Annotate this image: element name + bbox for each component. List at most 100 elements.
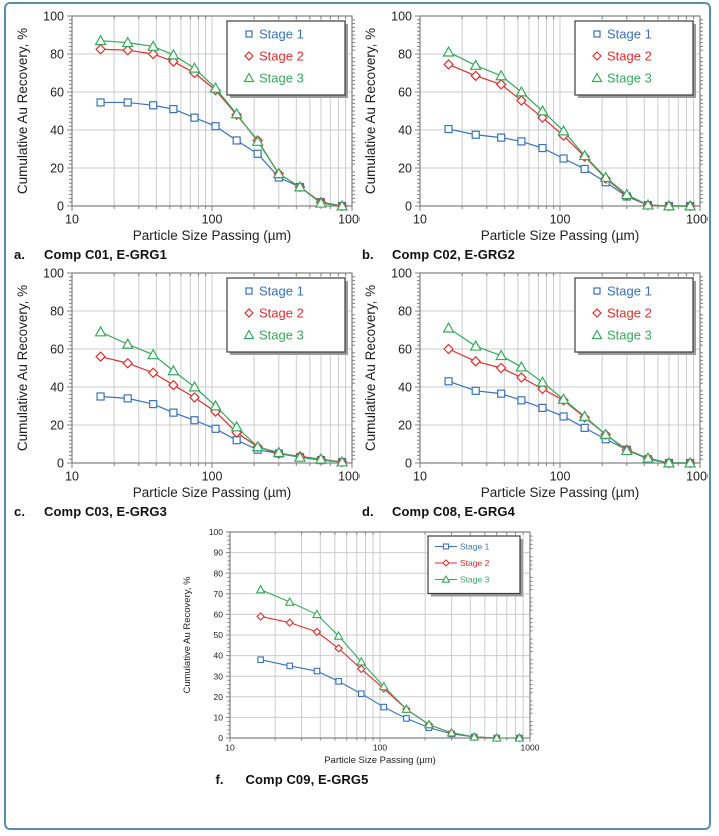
chart-row-3: 0 10 20 30 40 50 60 70 80 90 100 10 100 1000 Particle … (8, 522, 707, 790)
caption-text: Comp C09, E-GRG5 (245, 772, 369, 787)
chart-panel-f: 0 10 20 30 40 50 60 70 80 90 100 10 100 1000 Particle … (174, 522, 542, 790)
svg-text:Stage 2: Stage 2 (259, 49, 304, 64)
svg-text:100: 100 (550, 213, 571, 227)
svg-text:Cumulative Au Recovery, %: Cumulative Au Recovery, % (15, 28, 30, 194)
svg-text:60: 60 (213, 609, 223, 619)
svg-text:10: 10 (413, 470, 427, 484)
svg-text:10: 10 (413, 213, 427, 227)
caption-letter: c. (14, 504, 26, 519)
svg-text:100: 100 (391, 10, 412, 24)
svg-text:60: 60 (398, 343, 412, 357)
svg-text:100: 100 (208, 527, 222, 537)
chart-panel-c: 0 20 40 60 80 100 10 100 1000 Particle Size Passi… (12, 265, 360, 522)
caption-text: Comp C02, E-GRG2 (392, 247, 515, 262)
chart-row-2: 020406080100101001000Particle Size Passi… (8, 265, 708, 522)
svg-text:Stage 3: Stage 3 (259, 328, 304, 343)
svg-text:0: 0 (405, 200, 412, 214)
svg-text:80: 80 (398, 48, 412, 62)
svg-text:100: 100 (43, 10, 64, 24)
svg-text:80: 80 (50, 305, 64, 319)
svg-text:Cumulative Au Recovery, %: Cumulative Au Recovery, % (363, 285, 378, 451)
chart-panel-d: 0 20 40 60 80 100 10 100 1000 Particle Size Passi… (360, 265, 708, 522)
chart-caption-b: b. Comp C02, E-GRG2 (362, 247, 708, 262)
svg-text:20: 20 (50, 419, 64, 433)
svg-text:Cumulative Au Recovery, %: Cumulative Au Recovery, % (15, 285, 30, 451)
chart-row-1: 0 20 40 60 80 100 10 100 1000 Particle Size Passi… (8, 8, 708, 265)
caption-letter: a. (14, 247, 26, 262)
svg-text:Stage 1: Stage 1 (460, 542, 490, 552)
svg-text:100: 100 (43, 267, 64, 281)
svg-text:100: 100 (372, 743, 386, 753)
chart-panel-a: 0 20 40 60 80 100 10 100 1000 Particle Size Passi… (12, 8, 360, 265)
svg-text:0: 0 (405, 457, 412, 471)
svg-text:40: 40 (398, 381, 412, 395)
svg-text:100: 100 (391, 267, 412, 281)
chart-panel-b: 0 20 40 60 80 100 10 100 1000 Particle Size Passi… (360, 8, 708, 265)
svg-text:40: 40 (213, 651, 223, 661)
svg-text:0: 0 (218, 733, 223, 743)
figure-frame: 020406080100101001000Particle Size Passi… (4, 2, 711, 830)
svg-text:Stage 2: Stage 2 (607, 49, 652, 64)
svg-text:20: 20 (398, 419, 412, 433)
chart-a: 0 20 40 60 80 100 10 100 1000 Particle Size Passi… (12, 8, 360, 246)
svg-text:10: 10 (65, 470, 79, 484)
svg-text:Particle Size Passing (µm): Particle Size Passing (µm) (133, 485, 292, 500)
svg-text:Stage 2: Stage 2 (607, 306, 652, 321)
chart-f: 0 10 20 30 40 50 60 70 80 90 100 10 100 1000 Particle … (174, 522, 542, 772)
svg-text:40: 40 (50, 124, 64, 138)
svg-text:1000: 1000 (338, 470, 360, 484)
svg-text:Cumulative Au Recovery, %: Cumulative Au Recovery, % (363, 28, 378, 194)
svg-text:70: 70 (213, 589, 223, 599)
caption-text: Comp C01, E-GRG1 (44, 247, 167, 262)
svg-text:100: 100 (202, 470, 223, 484)
svg-text:Particle Size Passing (µm): Particle Size Passing (µm) (133, 228, 292, 243)
svg-text:0: 0 (57, 457, 64, 471)
svg-text:80: 80 (398, 305, 412, 319)
svg-text:1000: 1000 (686, 470, 708, 484)
chart-caption-f: f. Comp C09, E-GRG5 (216, 772, 542, 787)
svg-text:60: 60 (398, 86, 412, 100)
svg-text:10: 10 (225, 743, 235, 753)
svg-text:Stage 2: Stage 2 (259, 306, 304, 321)
svg-text:80: 80 (50, 48, 64, 62)
caption-text: Comp C03, E-GRG3 (44, 504, 167, 519)
svg-text:20: 20 (398, 162, 412, 176)
svg-text:20: 20 (50, 162, 64, 176)
svg-text:40: 40 (50, 381, 64, 395)
svg-text:Stage 3: Stage 3 (460, 575, 490, 585)
svg-text:1000: 1000 (686, 213, 708, 227)
svg-text:Stage 1: Stage 1 (607, 284, 652, 299)
svg-text:Particle Size Passing (µm): Particle Size Passing (µm) (481, 485, 640, 500)
svg-text:Stage 3: Stage 3 (607, 328, 652, 343)
caption-letter: b. (362, 247, 374, 262)
svg-text:Stage 3: Stage 3 (259, 71, 304, 86)
svg-text:1000: 1000 (520, 743, 539, 753)
svg-text:1000: 1000 (338, 213, 360, 227)
svg-text:Stage 1: Stage 1 (259, 27, 304, 42)
svg-text:Cumulative Au Recovery, %: Cumulative Au Recovery, % (182, 576, 193, 694)
svg-text:Stage 1: Stage 1 (607, 27, 652, 42)
svg-text:40: 40 (398, 124, 412, 138)
caption-text: Comp C08, E-GRG4 (392, 504, 515, 519)
svg-text:30: 30 (213, 671, 223, 681)
svg-text:10: 10 (65, 213, 79, 227)
svg-text:80: 80 (213, 568, 223, 578)
svg-text:60: 60 (50, 343, 64, 357)
svg-text:Particle Size Passing (µm): Particle Size Passing (µm) (481, 228, 640, 243)
caption-letter: d. (362, 504, 374, 519)
chart-c: 0 20 40 60 80 100 10 100 1000 Particle Size Passi… (12, 265, 360, 503)
svg-text:Stage 1: Stage 1 (259, 284, 304, 299)
svg-text:20: 20 (213, 692, 223, 702)
svg-text:100: 100 (202, 213, 223, 227)
svg-text:50: 50 (213, 630, 223, 640)
svg-text:90: 90 (213, 548, 223, 558)
svg-text:60: 60 (50, 86, 64, 100)
caption-letter: f. (215, 772, 224, 787)
chart-b: 0 20 40 60 80 100 10 100 1000 Particle Size Passi… (360, 8, 708, 246)
chart-caption-c: c. Comp C03, E-GRG3 (14, 504, 360, 519)
chart-caption-a: a. Comp C01, E-GRG1 (14, 247, 360, 262)
svg-text:100: 100 (550, 470, 571, 484)
chart-caption-d: d. Comp C08, E-GRG4 (362, 504, 708, 519)
svg-text:Particle Size Passing (µm): Particle Size Passing (µm) (324, 755, 436, 766)
chart-d: 0 20 40 60 80 100 10 100 1000 Particle Size Passi… (360, 265, 708, 503)
